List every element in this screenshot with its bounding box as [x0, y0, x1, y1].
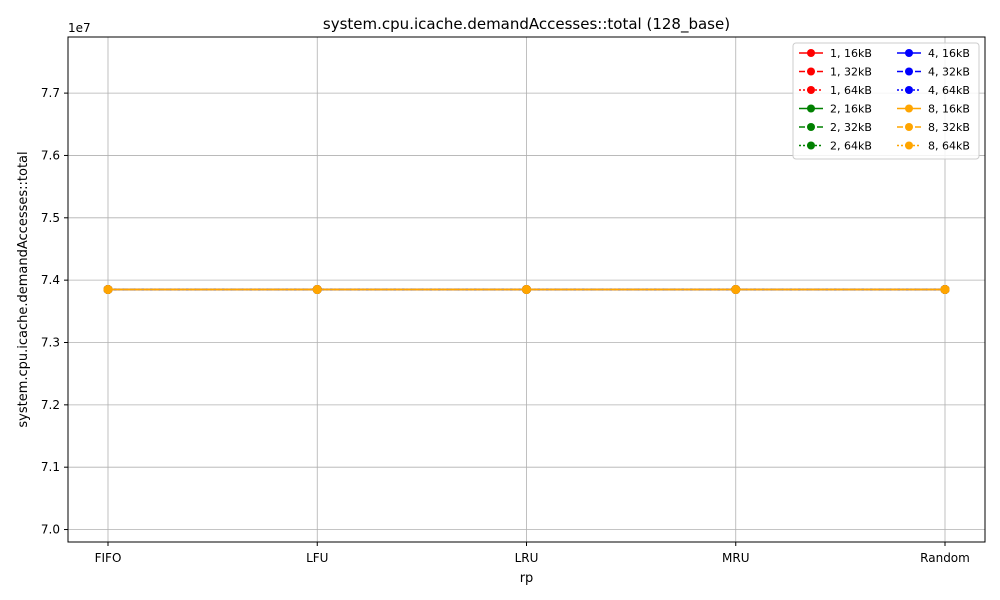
legend-entry: 2, 32kB	[799, 121, 872, 134]
x-tick-label: FIFO	[95, 551, 122, 565]
legend-swatch-marker	[807, 141, 815, 150]
legend-entry: 8, 16kB	[897, 103, 970, 116]
legend-entry: 1, 64kB	[799, 84, 872, 97]
legend-label: 1, 64kB	[830, 84, 872, 97]
legend-swatch-marker	[807, 86, 815, 94]
x-tick-label: MRU	[722, 551, 749, 565]
legend: 1, 16kB 1, 32kB 1, 64kB 2, 16kB 2, 32kB 2, 64…	[792, 42, 980, 160]
legend-entry: 8, 64kB	[897, 140, 970, 153]
legend-entry: 2, 64kB	[799, 140, 872, 153]
y-tick-label: 7.7	[41, 86, 60, 100]
legend-entry: 4, 32kB	[897, 66, 970, 79]
x-tick-label: LFU	[306, 551, 328, 565]
legend-label: 1, 16kB	[830, 47, 872, 60]
legend-swatch-marker	[905, 123, 913, 131]
y-tick-label: 7.1	[41, 460, 60, 474]
x-tick-label: Random	[920, 551, 970, 565]
data-point	[522, 285, 531, 294]
legend-frame	[792, 42, 980, 160]
legend-entry: 1, 32kB	[799, 66, 872, 79]
data-point	[312, 285, 322, 294]
series-group	[103, 285, 950, 294]
x-tick-label: LRU	[515, 551, 539, 565]
legend-swatch-marker	[905, 141, 913, 150]
legend-label: 4, 32kB	[928, 66, 970, 79]
legend-swatch-marker	[905, 104, 913, 113]
legend-swatch-marker	[905, 49, 913, 57]
legend-label: 8, 64kB	[928, 140, 970, 153]
legend-label: 2, 16kB	[830, 103, 872, 116]
legend-swatch-marker	[807, 49, 815, 57]
y-tick-label: 7.2	[41, 398, 60, 412]
legend-label: 1, 32kB	[830, 66, 872, 79]
y-axis-ticks: 7.0 7.1 7.2 7.3 7.4 7.5 7.6 7.7	[41, 86, 68, 537]
y-axis-label: system.cpu.icache.demandAccesses::total	[16, 151, 31, 427]
legend-label: 8, 32kB	[928, 121, 970, 134]
legend-label: 2, 32kB	[830, 121, 872, 134]
legend-label: 4, 16kB	[928, 47, 970, 60]
y-tick-label: 7.4	[41, 273, 60, 287]
legend-entry: 8, 32kB	[897, 121, 970, 134]
legend-entry: 4, 64kB	[897, 84, 970, 97]
data-point	[731, 285, 741, 294]
legend-entry: 4, 16kB	[897, 47, 970, 60]
data-point	[103, 285, 113, 294]
legend-entry: 1, 16kB	[799, 47, 872, 60]
legend-swatch-marker	[905, 67, 913, 76]
series	[103, 285, 950, 294]
y-tick-label: 7.0	[41, 523, 60, 537]
legend-label: 4, 64kB	[928, 84, 970, 97]
x-axis-ticks: FIFO LFU LRU MRU Random	[95, 542, 970, 565]
y-axis-offset-text: 1e7	[68, 21, 91, 35]
legend-label: 8, 16kB	[928, 103, 970, 116]
legend-swatch-marker	[807, 67, 815, 76]
legend-swatch-marker	[905, 86, 913, 94]
legend-swatch-marker	[807, 123, 815, 131]
chart-title: system.cpu.icache.demandAccesses::total …	[323, 15, 730, 34]
y-tick-label: 7.5	[41, 211, 60, 225]
y-tick-label: 7.3	[41, 335, 60, 349]
legend-swatch-marker	[807, 104, 815, 113]
x-axis-label: rp	[520, 571, 534, 586]
data-point	[940, 285, 950, 294]
y-tick-label: 7.6	[41, 148, 60, 162]
legend-label: 2, 64kB	[830, 140, 872, 153]
legend-entry: 2, 16kB	[799, 103, 872, 116]
